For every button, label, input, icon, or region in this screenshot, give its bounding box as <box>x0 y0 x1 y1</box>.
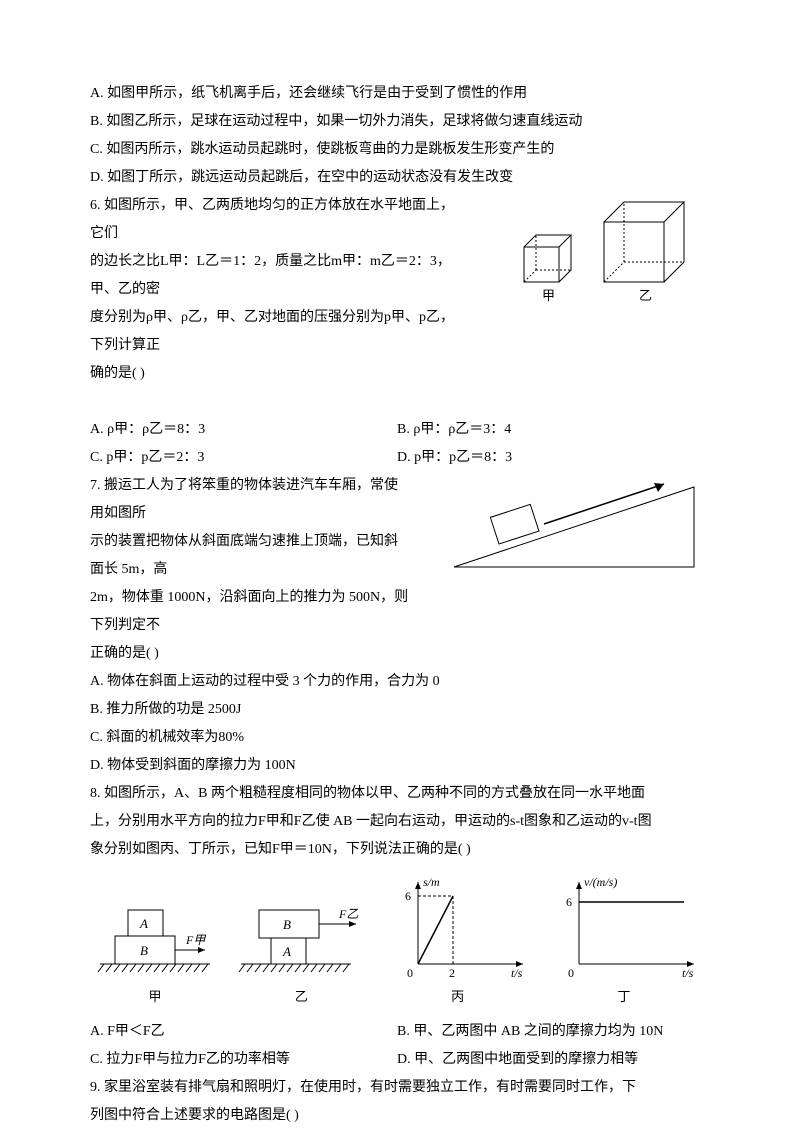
q8-option-d: D. 甲、乙两图中地面受到的摩擦力相等 <box>397 1046 704 1074</box>
q7-option-c: C. 斜面的机械效率为80% <box>90 724 704 752</box>
svg-text:t/s: t/s <box>511 966 523 980</box>
q8-caption-yi: 乙 <box>231 984 371 1010</box>
q8-stem-1: 8. 如图所示，A、B 两个粗糙程度相同的物体以甲、乙两种不同的方式叠放在同一水… <box>90 780 704 808</box>
svg-text:A: A <box>139 916 148 931</box>
q8-option-b: B. 甲、乙两图中 AB 之间的摩擦力均为 10N <box>397 1018 704 1046</box>
q7-figure <box>444 472 704 582</box>
q7: 7. 搬运工人为了将笨重的物体装进汽车车厢，常使用如图所 示的装置把物体从斜面底… <box>90 472 704 668</box>
q5-option-c: C. 如图丙所示，跳水运动员起跳时，使跳板弯曲的力是跳板发生形变产生的 <box>90 136 704 164</box>
q8-caption-jia: 甲 <box>90 984 220 1010</box>
q6-stem-1: 6. 如图所示，甲、乙两质地均匀的正方体放在水平地面上，它们 <box>90 192 460 248</box>
q7-option-d: D. 物体受到斜面的摩擦力为 100N <box>90 752 704 780</box>
q9-stem-2: 列图中符合上述要求的电路图是( ) <box>90 1102 704 1130</box>
q6-option-d: D. p甲：p乙＝8：3 <box>397 444 704 472</box>
q6-figure: 甲 乙 <box>504 192 704 312</box>
svg-text:A: A <box>282 944 291 959</box>
q8-figures: B A F甲 甲 A B F <box>90 874 704 1010</box>
q5-option-a: A. 如图甲所示，纸飞机离手后，还会继续飞行是由于受到了惯性的作用 <box>90 80 704 108</box>
q6-option-c: C. p甲：p乙＝2：3 <box>90 444 397 472</box>
svg-text:2: 2 <box>449 966 455 980</box>
q9-stem-1: 9. 家里浴室装有排气扇和照明灯，在使用时，有时需要独立工作，有时需要同时工作，… <box>90 1074 704 1102</box>
q6-option-b: B. ρ甲：ρ乙＝3：4 <box>397 416 704 444</box>
svg-text:v/(m/s): v/(m/s) <box>584 875 617 889</box>
svg-text:B: B <box>140 943 148 958</box>
q8-fig-yi: A B F乙 乙 <box>231 884 371 1010</box>
svg-text:s/m: s/m <box>423 875 440 889</box>
q7-option-b: B. 推力所做的功是 2500J <box>90 696 704 724</box>
svg-text:F甲: F甲 <box>185 933 206 947</box>
q6-option-a: A. ρ甲：ρ乙＝8：3 <box>90 416 397 444</box>
q6-label-yi: 乙 <box>639 288 652 303</box>
q8-stem-3: 象分别如图丙、丁所示，已知F甲＝10N，下列说法正确的是( ) <box>90 836 704 864</box>
q8-fig-jia: B A F甲 甲 <box>90 884 220 1010</box>
q5-option-b: B. 如图乙所示，足球在运动过程中，如果一切外力消失，足球将做匀速直线运动 <box>90 108 704 136</box>
q6-label-jia: 甲 <box>542 288 555 303</box>
q7-stem-2: 示的装置把物体从斜面底端匀速推上顶端，已知斜面长 5m，高 <box>90 528 410 584</box>
q6-stem-2: 的边长之比L甲：L乙＝1：2，质量之比m甲：m乙＝2：3，甲、乙的密 <box>90 248 460 304</box>
q8-caption-bing: 丙 <box>383 984 533 1010</box>
q8-fig-bing: s/m t/s 0 6 2 丙 <box>383 874 533 1010</box>
svg-text:0: 0 <box>407 966 413 980</box>
q7-stem-4: 正确的是( ) <box>90 640 410 668</box>
q6: 6. 如图所示，甲、乙两质地均匀的正方体放在水平地面上，它们 的边长之比L甲：L… <box>90 192 704 388</box>
q8-option-c: C. 拉力F甲与拉力F乙的功率相等 <box>90 1046 397 1074</box>
svg-text:t/s: t/s <box>682 966 694 980</box>
q8-option-a: A. F甲＜F乙 <box>90 1018 397 1046</box>
q8-fig-ding: v/(m/s) t/s 0 6 丁 <box>544 874 704 1010</box>
q7-stem-1: 7. 搬运工人为了将笨重的物体装进汽车车厢，常使用如图所 <box>90 472 410 528</box>
q7-option-a: A. 物体在斜面上运动的过程中受 3 个力的作用，合力为 0 <box>90 668 704 696</box>
svg-text:F乙: F乙 <box>338 907 358 921</box>
q6-stem-3: 度分别为ρ甲、ρ乙，甲、乙对地面的压强分别为p甲、p乙，下列计算正 <box>90 304 460 360</box>
svg-text:0: 0 <box>568 966 574 980</box>
q7-stem-3: 2m，物体重 1000N，沿斜面向上的推力为 500N，则下列判定不 <box>90 584 410 640</box>
q5-option-d: D. 如图丁所示，跳远运动员起跳后，在空中的运动状态没有发生改变 <box>90 164 704 192</box>
q8-caption-ding: 丁 <box>544 984 704 1010</box>
svg-text:6: 6 <box>405 889 411 903</box>
svg-text:B: B <box>283 917 291 932</box>
svg-text:6: 6 <box>566 895 572 909</box>
q8-stem-2: 上，分别用水平方向的拉力F甲和F乙使 AB 一起向右运动，甲运动的s-t图象和乙… <box>90 808 704 836</box>
q6-stem-4: 确的是( ) <box>90 360 460 388</box>
